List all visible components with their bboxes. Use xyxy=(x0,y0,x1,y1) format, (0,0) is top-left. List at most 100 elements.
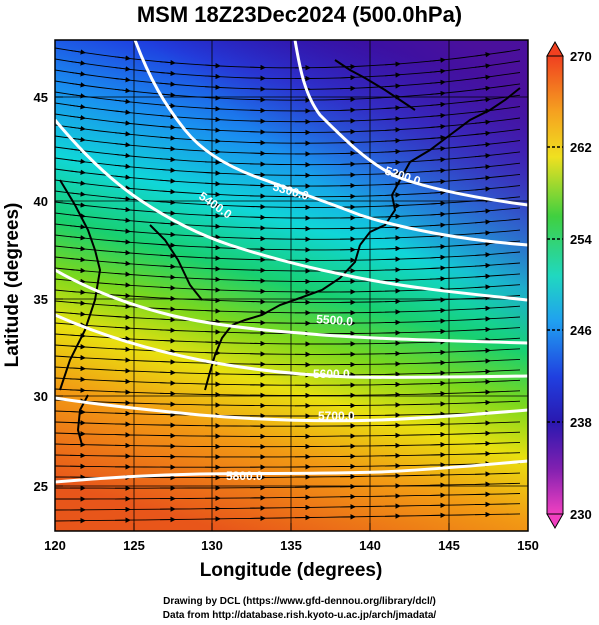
wind-arrow xyxy=(384,235,401,241)
wind-arrow xyxy=(429,112,446,119)
wind-arrow xyxy=(429,57,446,63)
wind-arrow xyxy=(384,116,401,122)
wind-arrow xyxy=(114,293,131,299)
wind-arrow xyxy=(204,116,221,123)
wind-arrow xyxy=(204,202,221,208)
height-contours xyxy=(55,40,528,484)
contour-5800 xyxy=(55,459,528,484)
wind-arrow xyxy=(474,85,491,92)
wind-arrow xyxy=(114,378,131,385)
wind-arrow xyxy=(474,74,491,80)
wind-arrow xyxy=(159,167,176,173)
wind-arrow xyxy=(114,303,131,310)
wind-arrow xyxy=(159,316,176,323)
wind-arrow xyxy=(114,389,131,395)
wind-arrow xyxy=(159,146,176,152)
wind-arrow xyxy=(204,106,221,112)
colorbar-tick-label: 246 xyxy=(570,323,592,338)
contour-5600 xyxy=(55,313,528,379)
wind-arrow xyxy=(429,211,446,217)
wind-arrow xyxy=(204,170,221,176)
x-tick-label: 140 xyxy=(359,538,381,553)
wind-arrow xyxy=(114,346,131,353)
wind-arrow xyxy=(474,284,491,290)
wind-arrow xyxy=(114,357,131,363)
wind-arrow xyxy=(114,77,131,83)
wind-arrow xyxy=(474,141,491,148)
y-tick-label: 25 xyxy=(34,479,48,494)
wind-arrow xyxy=(474,208,491,214)
wind-arrow xyxy=(159,92,176,98)
contour-5500 xyxy=(55,268,528,345)
wind-arrow xyxy=(474,347,491,354)
contour-label-5700: 5700.0 xyxy=(318,409,355,423)
wind-arrow xyxy=(204,276,221,283)
wind-arrow xyxy=(114,282,131,288)
wind-arrow xyxy=(429,200,446,207)
wind-arrow xyxy=(474,63,491,69)
colorbar-max-arrow xyxy=(546,40,564,57)
wind-arrow xyxy=(339,96,356,102)
x-tick-label: 150 xyxy=(517,538,539,553)
wind-arrow xyxy=(474,399,491,406)
wind-arrow xyxy=(69,300,86,306)
wind-arrow xyxy=(159,113,176,120)
wind-arrow xyxy=(204,244,221,251)
wind-arrow xyxy=(69,125,86,132)
wind-arrow xyxy=(384,127,401,133)
wind-arrow xyxy=(429,265,446,271)
wind-arrow xyxy=(69,93,86,99)
wind-arrow xyxy=(474,175,491,181)
wind-arrow xyxy=(429,156,446,163)
wind-arrow xyxy=(474,241,491,247)
contour-5400 xyxy=(55,119,528,302)
wind-arrow xyxy=(159,124,176,130)
wind-arrow xyxy=(204,73,221,80)
wind-arrow xyxy=(474,186,491,192)
wind-arrow xyxy=(339,63,356,70)
wind-arrow xyxy=(474,273,491,279)
wind-arrow xyxy=(204,308,221,314)
wind-arrow xyxy=(69,191,86,197)
wind-arrow xyxy=(384,224,401,230)
wind-arrow xyxy=(69,213,86,219)
wind-arrow xyxy=(159,221,176,227)
wind-arrow xyxy=(204,84,221,90)
lat-lon-grid xyxy=(55,40,528,531)
wind-arrow xyxy=(204,213,221,219)
wind-arrow xyxy=(204,127,221,133)
wind-arrow xyxy=(474,219,491,225)
colorbar-tick-label: 254 xyxy=(570,232,592,247)
wind-arrow xyxy=(384,213,401,220)
wind-arrow xyxy=(429,380,446,387)
wind-arrow xyxy=(114,314,131,320)
wind-arrow xyxy=(429,68,446,74)
wind-arrow xyxy=(69,311,86,317)
wind-arrow xyxy=(69,245,86,252)
wind-arrow xyxy=(159,188,176,195)
wind-arrow xyxy=(204,223,221,230)
colorbar-tick-label: 230 xyxy=(570,507,592,522)
wind-arrow xyxy=(429,297,446,303)
contour-label-5800: 5800.0 xyxy=(226,469,263,483)
x-tick-label: 120 xyxy=(44,538,66,553)
wind-arrow xyxy=(114,239,131,245)
wind-arrow xyxy=(69,104,86,110)
wind-arrow xyxy=(159,253,176,259)
contour-5200 xyxy=(293,40,528,207)
wind-arrow xyxy=(69,49,86,55)
wind-arrow xyxy=(204,266,221,272)
wind-arrow xyxy=(114,325,131,331)
wind-arrow xyxy=(339,85,356,92)
wind-arrow xyxy=(114,98,131,105)
wind-arrow xyxy=(159,178,176,184)
y-tick-label: 45 xyxy=(34,90,48,105)
contour-label-5600: 5600.0 xyxy=(313,367,350,381)
wind-arrow xyxy=(339,74,356,81)
wind-arrow xyxy=(204,350,221,356)
wind-arrow xyxy=(204,339,221,346)
wind-arrow xyxy=(429,349,446,356)
wind-arrow xyxy=(474,164,491,170)
x-tick-marks xyxy=(54,96,529,531)
contour-5700 xyxy=(55,396,528,423)
